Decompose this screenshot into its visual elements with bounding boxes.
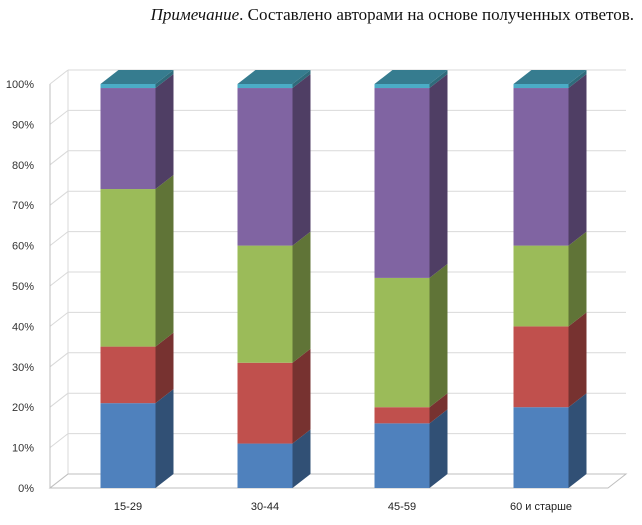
note-label: Примечание [150,5,240,24]
bar-segment-side [155,175,174,347]
bar-segment-side [155,70,174,89]
x-tick-label: 60 и старше [510,501,572,513]
bar-stack [374,70,448,488]
y-tick-label: 0% [18,483,34,495]
gridline-depth [49,312,69,327]
bar-segment-side [155,74,174,190]
bar-stack [513,70,587,488]
gridline-depth [49,190,69,206]
bar-segment-front [237,84,293,89]
gridline-depth [49,433,69,448]
bar-segment-front [100,346,156,404]
bar-segment-side [568,70,587,89]
bar-segment-front [100,84,156,89]
gridline-depth [49,352,69,368]
y-tick-label: 40% [12,321,34,333]
gridline-depth [49,110,69,125]
bar-segment-front [100,403,156,488]
gridline-depth [49,392,69,408]
bar-segment-side [292,231,311,363]
bar-segment-front [237,245,293,363]
bar-segment-front [237,362,293,444]
bar-segment-side [568,393,587,488]
bar-segment-front [513,326,569,408]
gridline-depth [49,150,69,166]
bar-segment-front [513,88,569,246]
bar-segment-side [292,70,311,89]
x-tick-label: 30-44 [251,501,279,513]
x-tick-label: 45-59 [388,501,416,513]
bar-segment-side [155,332,174,404]
bar-segment-side [292,429,311,488]
bar-segment-side [292,74,311,246]
bar-segment-front [513,407,569,488]
bar-segment-side [568,74,587,246]
bar-segment-top [100,70,174,84]
y-tick-label: 10% [12,443,34,455]
chart-note: Примечание. Составлено авторами на основ… [0,0,642,40]
bar-segment-front [100,189,156,347]
category-labels: 15-29 30-44 45-59 60 и старше [114,501,572,513]
y-tick-label: 50% [12,281,34,293]
bar-segment-front [374,88,430,278]
bar-segment-top [374,70,448,84]
y-tick-label: 30% [12,362,34,374]
bar-segment-top [237,70,311,84]
bar-segment-side [155,389,174,488]
bars [100,70,587,488]
bar-segment-front [374,84,430,89]
bar-segment-front [374,423,430,488]
y-tick-label: 80% [12,160,34,172]
bar-segment-front [374,277,430,408]
gridline-depth [49,231,69,246]
bar-stack [237,70,311,488]
x-tick-label: 15-29 [114,501,142,513]
y-tick-label: 20% [12,402,34,414]
bar-segment-front [237,88,293,246]
bar-segment-side [429,263,448,408]
y-tick-label: 60% [12,241,34,253]
bar-segment-side [429,393,448,424]
bar-segment-front [237,443,293,488]
y-tick-label: 70% [12,200,34,212]
gridline-depth [49,69,69,85]
bar-segment-front [100,88,156,190]
bar-segment-front [513,84,569,89]
bar-segment-front [374,407,430,424]
bar-segment-side [429,409,448,488]
bar-stack [100,70,174,488]
bar-segment-top [513,70,587,84]
note-text: . Составлено авторами на основе полученн… [239,5,634,24]
bar-segment-side [429,70,448,89]
bar-segment-side [568,312,587,408]
bar-segment-side [568,231,587,327]
gridline-depth [49,271,69,287]
bar-segment-front [513,245,569,327]
bar-segment-side [429,74,448,278]
bar-segment-side [292,348,311,444]
y-tick-label: 100% [6,79,34,91]
y-tick-label: 90% [12,119,34,131]
